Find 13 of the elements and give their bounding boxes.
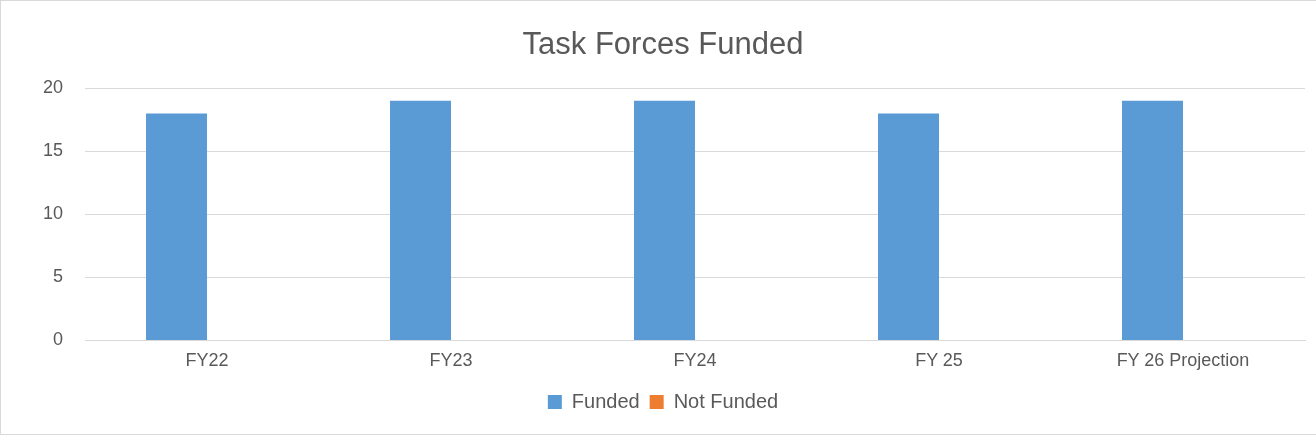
y-tick-label: 5 — [53, 266, 64, 287]
chart-title: Task Forces Funded — [522, 26, 804, 62]
y-tick-label: 0 — [53, 329, 64, 350]
y-tick-label: 15 — [42, 140, 64, 161]
x-tick-label: FY24 — [673, 350, 717, 371]
legend-label: Not Funded — [673, 389, 779, 412]
x-tick-label: FY23 — [429, 350, 473, 371]
y-tick-label: 20 — [42, 77, 64, 98]
y-tick-label: 10 — [42, 203, 64, 224]
x-tick-label: FY 26 Projection — [1116, 350, 1250, 371]
legend-label: Funded — [571, 389, 640, 412]
x-tick-label: FY 25 — [915, 350, 963, 371]
x-tick-label: FY22 — [185, 350, 229, 371]
